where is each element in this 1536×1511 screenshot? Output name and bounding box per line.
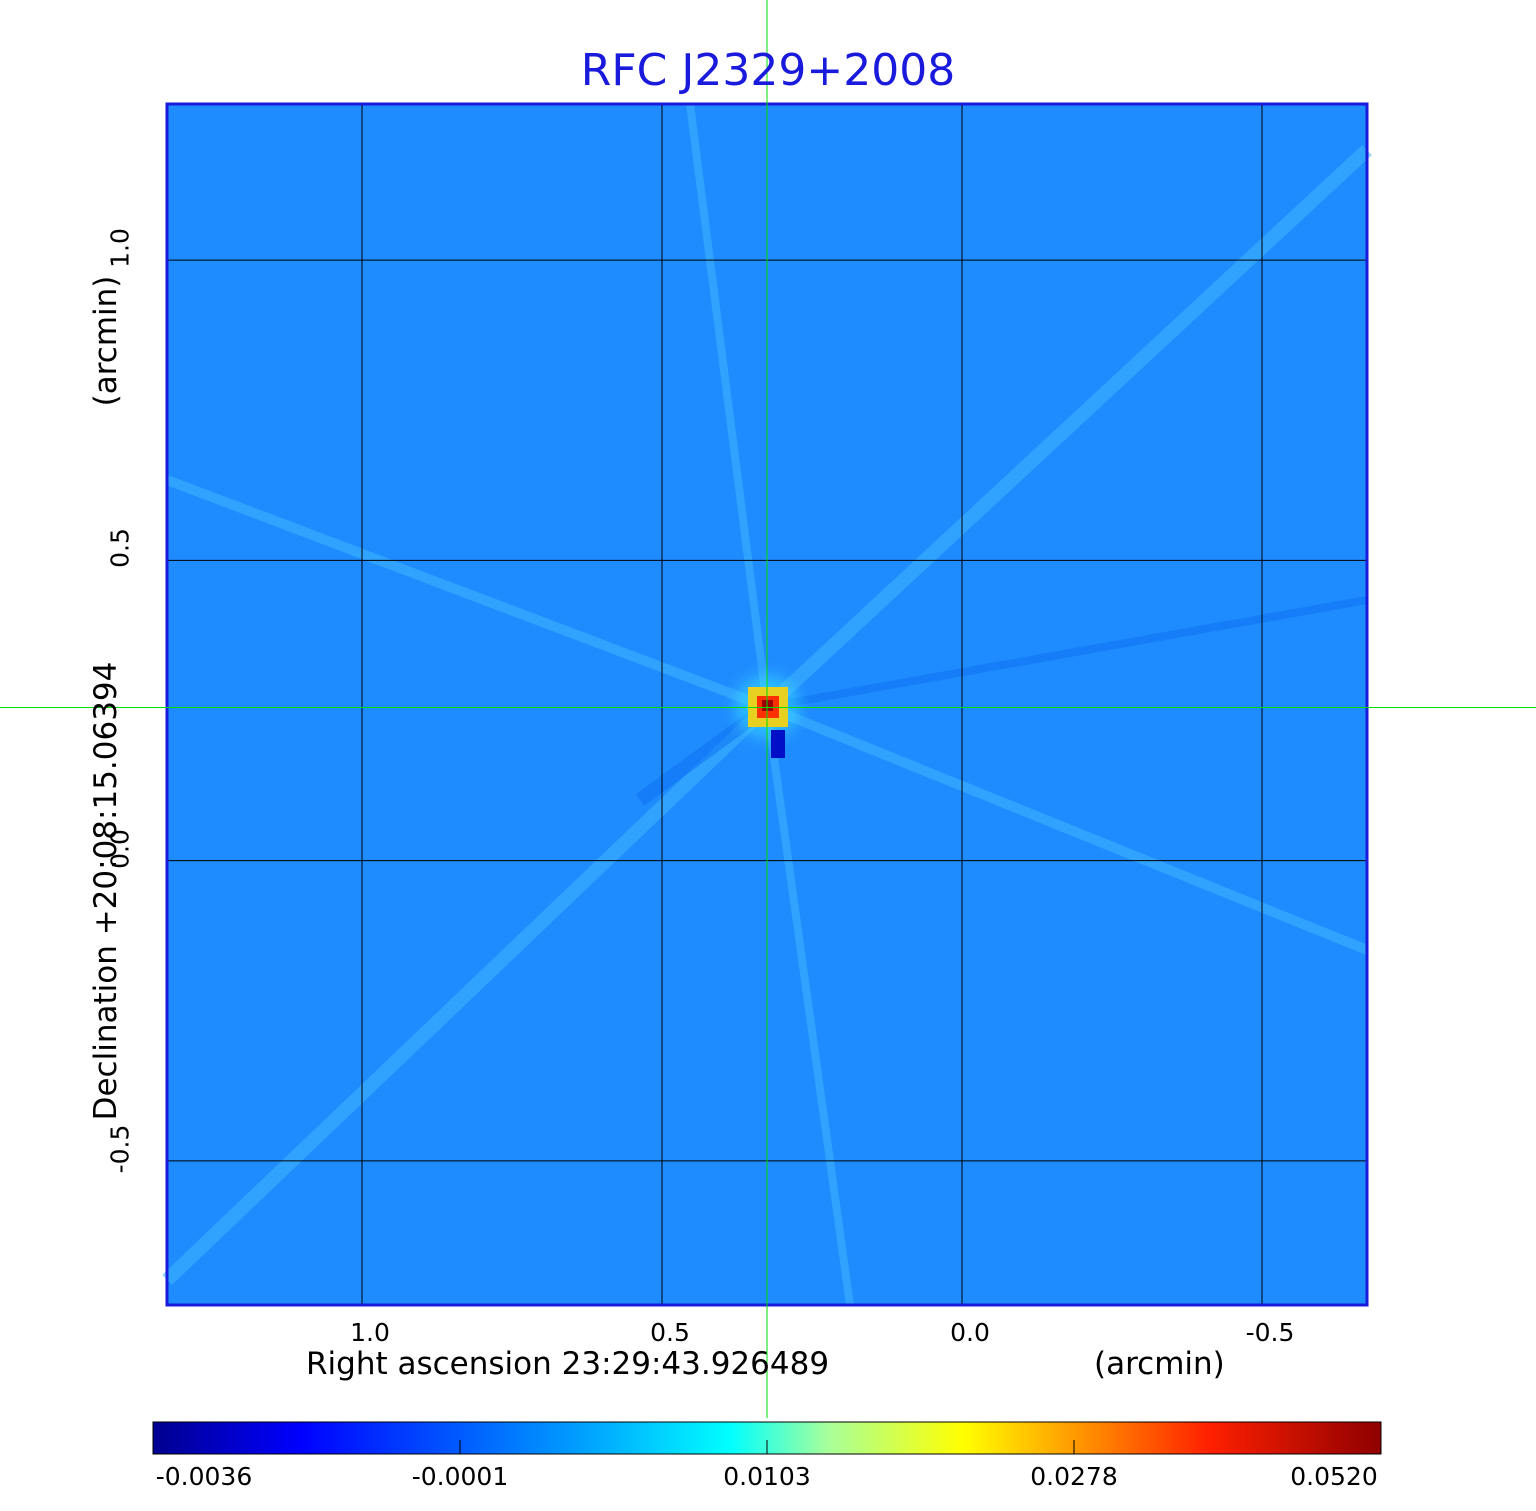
x-tick-label: -0.5 bbox=[1245, 1318, 1295, 1347]
y-tick-label: 1.0 bbox=[105, 228, 135, 269]
colorbar-ticks bbox=[152, 1440, 1382, 1454]
colorbar-tick-label: 0.0103 bbox=[723, 1462, 811, 1491]
y-axis-label: Declination +20:08:15.06394 bbox=[88, 661, 124, 1121]
x-tick-label: 0.0 bbox=[950, 1318, 990, 1347]
x-tick-label: 1.0 bbox=[350, 1318, 390, 1347]
chart-title: RFC J2329+2008 bbox=[580, 45, 956, 96]
x-axis-unit: (arcmin) bbox=[1094, 1346, 1225, 1382]
y-tick-label: -0.5 bbox=[105, 1124, 135, 1174]
colorbar-tick-label: -0.0001 bbox=[411, 1462, 509, 1491]
sidelobe-streaks bbox=[162, 103, 1372, 1306]
colorbar-tick-label: 0.0520 bbox=[1290, 1462, 1378, 1491]
y-tick-label: 0.5 bbox=[105, 528, 135, 569]
colorbar-tick-label: 0.0278 bbox=[1030, 1462, 1118, 1491]
x-axis-label: Right ascension 23:29:43.926489 bbox=[306, 1346, 830, 1382]
colorbar-tick-label: -0.0036 bbox=[155, 1462, 253, 1491]
x-tick-label: 0.5 bbox=[650, 1318, 690, 1347]
y-axis-unit: (arcmin) bbox=[88, 275, 124, 407]
crosshair bbox=[0, 0, 1536, 1418]
